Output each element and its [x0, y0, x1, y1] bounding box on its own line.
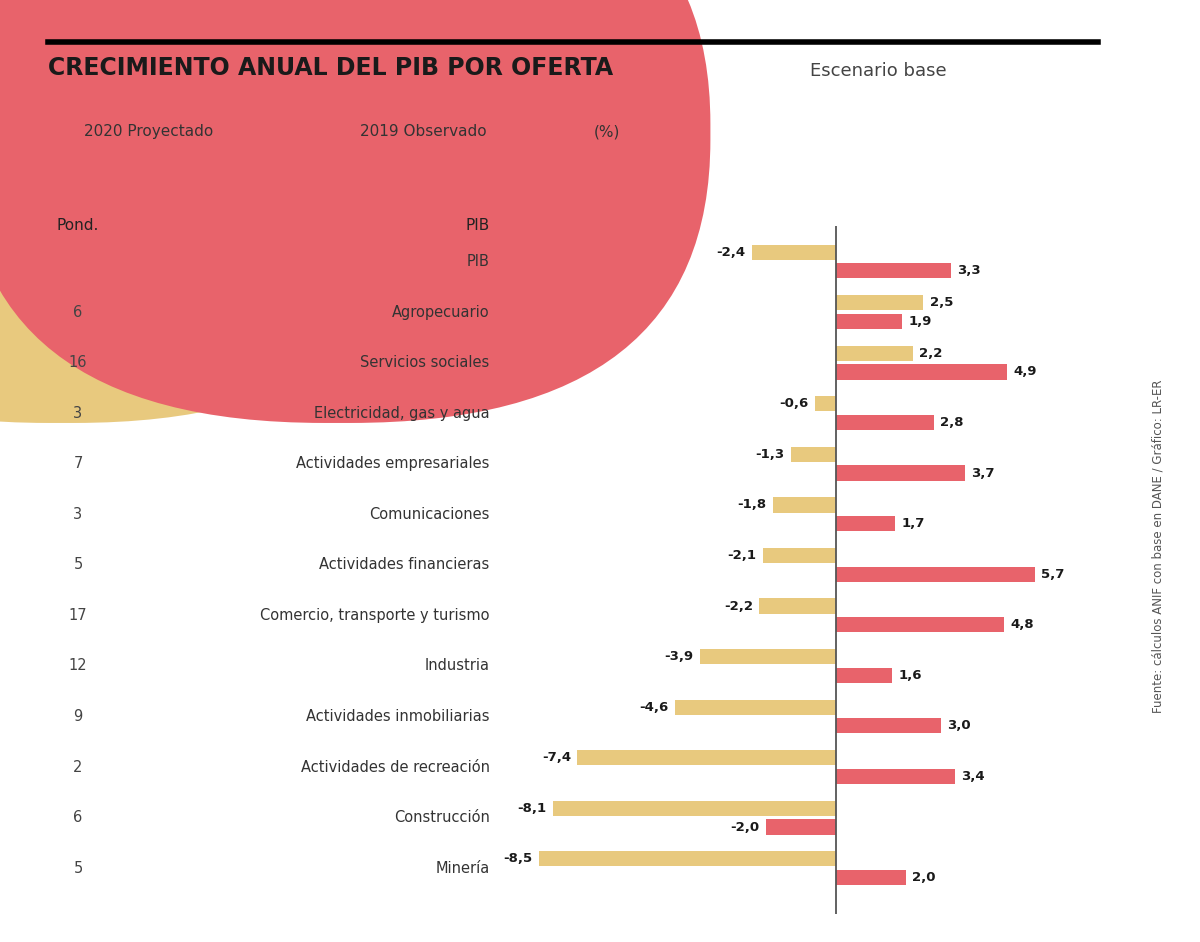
- Text: -0,6: -0,6: [780, 398, 809, 411]
- Text: Actividades financieras: Actividades financieras: [319, 558, 490, 573]
- Text: Servicios sociales: Servicios sociales: [360, 355, 490, 370]
- Bar: [836, 346, 913, 361]
- Bar: [791, 447, 836, 462]
- Bar: [539, 852, 836, 867]
- Text: 5: 5: [73, 558, 83, 573]
- Text: Industria: Industria: [425, 658, 490, 674]
- Text: Actividades empresariales: Actividades empresariales: [296, 456, 490, 471]
- Text: 3,0: 3,0: [947, 720, 971, 732]
- Text: 1,6: 1,6: [898, 669, 922, 682]
- Bar: [766, 820, 836, 835]
- Text: 6: 6: [73, 810, 83, 825]
- Text: 16: 16: [68, 355, 88, 370]
- Text: 2019 Observado: 2019 Observado: [360, 124, 487, 139]
- Text: 2: 2: [73, 759, 83, 774]
- Text: 3: 3: [73, 406, 83, 421]
- Text: 7: 7: [73, 456, 83, 471]
- Text: Escenario base: Escenario base: [810, 62, 947, 80]
- Text: -8,1: -8,1: [517, 802, 547, 815]
- Text: Fuente: cálculos ANIF con base en DANE / Gráfico: LR-ER: Fuente: cálculos ANIF con base en DANE /…: [1152, 380, 1164, 713]
- Text: -2,1: -2,1: [727, 549, 756, 562]
- Bar: [836, 465, 965, 480]
- Text: -7,4: -7,4: [542, 752, 571, 764]
- Text: 9: 9: [73, 709, 83, 724]
- Text: PIB: PIB: [466, 218, 490, 233]
- Text: 4,8: 4,8: [1010, 618, 1033, 631]
- Text: 1,9: 1,9: [908, 315, 932, 328]
- Bar: [836, 263, 952, 279]
- Text: -1,3: -1,3: [755, 447, 785, 461]
- Bar: [676, 700, 836, 715]
- Bar: [836, 719, 941, 734]
- Text: 1,7: 1,7: [901, 517, 925, 530]
- Text: 3: 3: [73, 507, 83, 522]
- Text: 2,2: 2,2: [919, 347, 942, 360]
- Bar: [836, 414, 934, 430]
- Bar: [760, 598, 836, 613]
- Bar: [762, 548, 836, 563]
- Text: PIB: PIB: [467, 254, 490, 269]
- Text: Construcción: Construcción: [394, 810, 490, 825]
- Bar: [836, 365, 1007, 380]
- Text: Electricidad, gas y agua: Electricidad, gas y agua: [314, 406, 490, 421]
- Bar: [836, 516, 895, 531]
- Text: CRECIMIENTO ANUAL DEL PIB POR OFERTA: CRECIMIENTO ANUAL DEL PIB POR OFERTA: [48, 57, 613, 80]
- Text: 12: 12: [68, 658, 88, 674]
- Text: -2,2: -2,2: [724, 599, 752, 612]
- Text: Pond.: Pond.: [56, 218, 100, 233]
- Bar: [836, 870, 906, 885]
- Bar: [836, 314, 902, 329]
- Text: Comunicaciones: Comunicaciones: [370, 507, 490, 522]
- Text: Actividades inmobiliarias: Actividades inmobiliarias: [306, 709, 490, 724]
- Text: 3,4: 3,4: [961, 770, 985, 783]
- Bar: [577, 750, 836, 765]
- Bar: [815, 397, 836, 412]
- Text: -3,9: -3,9: [665, 650, 694, 663]
- Bar: [836, 295, 923, 310]
- Bar: [836, 617, 1003, 632]
- Text: 2,0: 2,0: [912, 871, 936, 885]
- Text: -2,0: -2,0: [731, 820, 760, 834]
- Bar: [836, 668, 892, 683]
- Text: 17: 17: [68, 608, 88, 623]
- Bar: [773, 497, 836, 512]
- Bar: [752, 245, 836, 260]
- Text: 2,8: 2,8: [940, 416, 964, 429]
- Text: -1,8: -1,8: [738, 498, 767, 512]
- Bar: [553, 801, 836, 816]
- Text: 2,5: 2,5: [930, 296, 953, 309]
- Bar: [836, 769, 955, 784]
- Text: 5: 5: [73, 861, 83, 876]
- Text: (%): (%): [594, 124, 620, 139]
- Text: 2020 Proyectado: 2020 Proyectado: [84, 124, 214, 139]
- Text: 6: 6: [73, 304, 83, 319]
- Bar: [836, 567, 1036, 582]
- Text: Agropecuario: Agropecuario: [392, 304, 490, 319]
- Text: -4,6: -4,6: [640, 701, 668, 714]
- Text: 3,7: 3,7: [972, 466, 995, 479]
- Text: 5,7: 5,7: [1042, 568, 1064, 580]
- Bar: [700, 649, 836, 664]
- Text: Comercio, transporte y turismo: Comercio, transporte y turismo: [260, 608, 490, 623]
- Text: -8,5: -8,5: [504, 853, 533, 866]
- Text: Minería: Minería: [436, 861, 490, 876]
- Text: -2,4: -2,4: [716, 246, 745, 259]
- Text: 4,9: 4,9: [1014, 365, 1037, 379]
- Text: Actividades de recreación: Actividades de recreación: [300, 759, 490, 774]
- Text: 3,3: 3,3: [958, 265, 982, 277]
